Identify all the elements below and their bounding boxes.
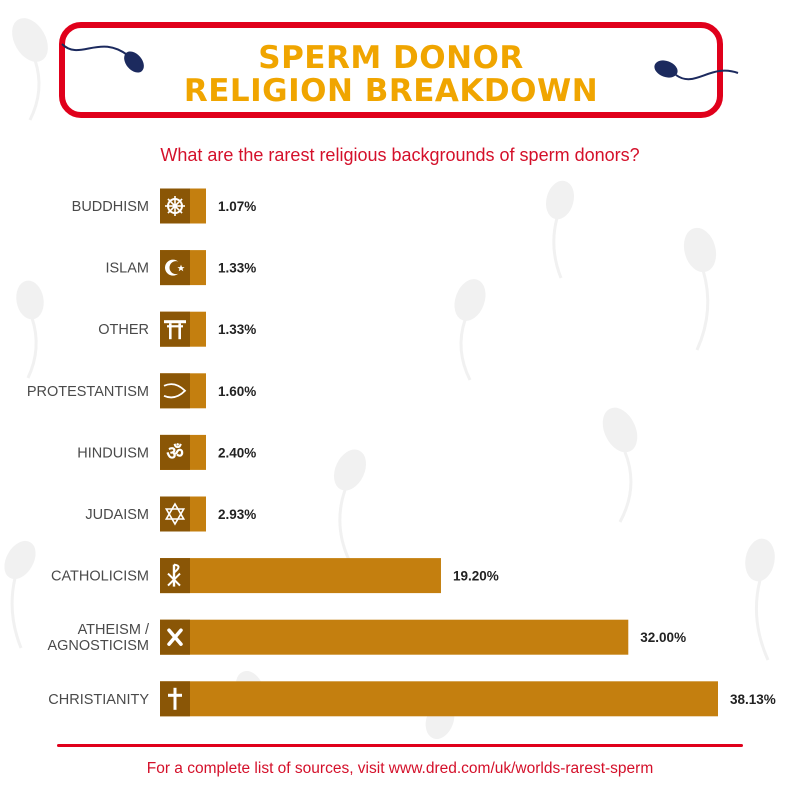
bar-icon-band (160, 434, 190, 470)
value-label: 32.00% (640, 630, 686, 645)
category-label: CHRISTIANITY (48, 692, 149, 708)
bar-atheism-agnosticism (160, 619, 629, 655)
value-label: 2.40% (218, 445, 256, 460)
category-label: JUDAISM (85, 507, 149, 523)
category-label: HINDUISM (77, 445, 149, 461)
footer-divider (57, 744, 743, 747)
value-label: 1.33% (218, 261, 256, 276)
footer-source-text: For a complete list of sources, visit ww… (146, 760, 654, 777)
category-label: ISLAM (105, 261, 149, 277)
title-line-1: SPERM DONOR (258, 40, 524, 76)
value-label: 1.60% (218, 384, 256, 399)
x-icon (167, 628, 183, 646)
category-label: CATHOLICISM (51, 569, 149, 585)
sperm-right-icon (654, 60, 739, 81)
latin-cross-icon (168, 687, 182, 710)
ichthys-fish-icon (163, 383, 187, 399)
star-of-david-icon (164, 502, 186, 526)
bar-catholicism (160, 558, 441, 594)
chi-rho-icon (167, 563, 181, 587)
value-label: 2.93% (218, 507, 256, 522)
category-label: OTHER (98, 322, 149, 338)
value-label: 38.13% (730, 692, 776, 707)
dharma-wheel-icon (165, 196, 185, 216)
title-banner: SPERM DONOR RELIGION BREAKDOWN (59, 22, 723, 118)
value-label: 19.20% (453, 569, 499, 584)
bar-icon-band (160, 496, 190, 532)
category-label: PROTESTANTISM (27, 384, 149, 400)
category-label: ATHEISM / AGNOSTICISM (47, 622, 149, 654)
value-label: 1.33% (218, 322, 256, 337)
bar-christianity (160, 681, 718, 717)
torii-gate-icon (164, 320, 186, 340)
bar-icon-band (160, 311, 190, 347)
value-label: 1.07% (218, 199, 256, 214)
svg-text:ॐ: ॐ (166, 442, 183, 464)
sperm-left-icon (61, 43, 144, 73)
title-line-2: RELIGION BREAKDOWN (183, 73, 599, 109)
crescent-star-icon (165, 259, 185, 276)
chart-subtitle: What are the rarest religious background… (160, 145, 640, 165)
category-label: BUDDHISM (72, 199, 149, 215)
om-icon: ॐ (166, 442, 183, 464)
